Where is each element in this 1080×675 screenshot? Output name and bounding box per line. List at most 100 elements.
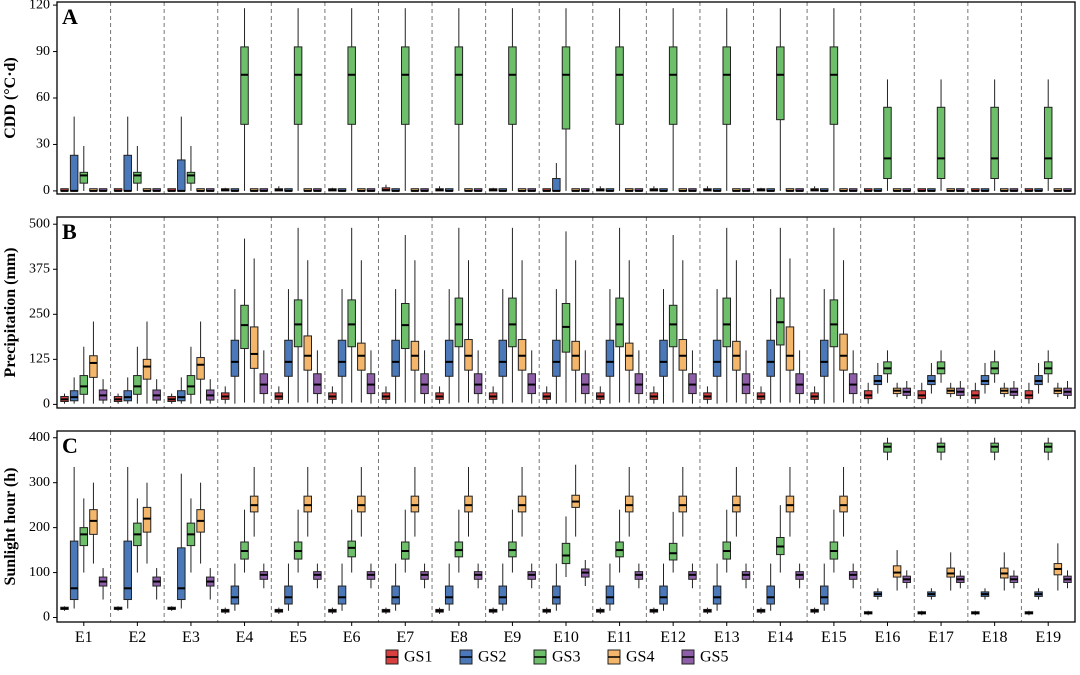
box-A-E1-GS1	[60, 188, 69, 192]
box-A-E7-GS3	[401, 8, 410, 191]
box-body	[69, 390, 79, 402]
box-body	[293, 46, 303, 125]
box-body	[892, 565, 902, 578]
box-body	[293, 299, 303, 348]
box-A-E3-GS3	[186, 146, 196, 191]
box-C-E4-GS1	[220, 607, 230, 614]
box-A-E3-GS5	[205, 188, 215, 192]
box-C-E6-GS4	[357, 466, 366, 537]
box-B-E12-GS4	[678, 260, 688, 403]
box-C-E6-GS3	[347, 509, 356, 573]
box-B-E19-GS2	[1034, 362, 1043, 394]
box-C-E3-GS3	[186, 498, 196, 573]
box-B-E7-GS3	[401, 235, 410, 403]
box-A-E7-GS5	[420, 188, 429, 192]
box-C-E4-GS5	[259, 563, 269, 589]
box-A-E6-GS1	[328, 187, 337, 192]
x-tick-label-E12: E12	[660, 629, 686, 646]
box-body	[678, 495, 688, 513]
box-body	[391, 339, 400, 377]
box-C-E16-GS4	[892, 550, 902, 591]
box-A-E14-GS4	[785, 188, 795, 192]
box-A-E14-GS1	[756, 187, 766, 192]
box-B-E12-GS5	[688, 350, 697, 404]
panel-label: B	[62, 219, 77, 244]
box-B-E9-GS4	[517, 260, 527, 403]
box-A-E10-GS1	[542, 188, 551, 192]
box-A-E13-GS5	[741, 188, 751, 192]
box-B-E17-GS4	[946, 382, 955, 398]
box-C-E15-GS4	[839, 466, 848, 537]
box-B-E3-GS2	[177, 377, 186, 404]
box-A-E7-GS1	[381, 184, 391, 192]
panel-frame	[56, 216, 1076, 409]
box-body	[177, 159, 186, 192]
box-C-E14-GS5	[795, 563, 804, 589]
box-C-E10-GS5	[581, 559, 590, 587]
box-B-E10-GS5	[581, 350, 590, 404]
box-A-E9-GS1	[488, 187, 498, 192]
box-C-E1-GS3	[79, 498, 89, 573]
box-B-E7-GS5	[420, 350, 429, 404]
box-C-E16-GS2	[873, 588, 883, 600]
panel-B: 0 125 250 375 500 Precipitation (mm) B	[2, 216, 1076, 412]
box-body	[561, 542, 571, 565]
box-C-E14-GS4	[785, 466, 795, 537]
x-tick-label-E7: E7	[396, 629, 414, 646]
box-A-E10-GS5	[581, 188, 590, 192]
box-B-E6-GS3	[347, 227, 356, 403]
y-axis-label: Sunlight hour (h)	[2, 468, 19, 586]
box-C-E3-GS1	[167, 606, 176, 611]
legend-item-GS2: GS2	[459, 649, 506, 666]
box-A-E2-GS5	[152, 188, 161, 192]
x-tick-label-E18: E18	[982, 629, 1008, 646]
box-body	[624, 495, 634, 513]
box-body	[240, 46, 249, 125]
box-B-E14-GS4	[785, 258, 795, 403]
box-B-E16-GS4	[892, 382, 902, 398]
box-A-E15-GS4	[839, 188, 848, 192]
y-tick-label: 125	[29, 352, 50, 367]
box-C-E16-GS5	[902, 570, 912, 589]
box-body	[820, 585, 829, 605]
box-body	[508, 46, 517, 125]
box-A-E14-GS5	[795, 188, 804, 192]
box-body	[498, 339, 508, 377]
box-body	[829, 299, 839, 348]
box-B-E18-GS1	[971, 382, 980, 404]
box-A-E11-GS1	[596, 186, 605, 192]
box-A-E6-GS3	[347, 8, 356, 191]
box-body	[196, 357, 205, 380]
box-A-E16-GS1	[863, 188, 873, 192]
box-A-E15-GS2	[820, 188, 829, 192]
box-A-E17-GS3	[936, 79, 946, 191]
box-A-E11-GS5	[634, 188, 644, 192]
box-A-E17-GS2	[927, 188, 936, 192]
box-B-E18-GS3	[990, 350, 999, 383]
box-C-E4-GS2	[230, 563, 240, 611]
box-body	[552, 339, 561, 377]
box-body	[177, 390, 186, 402]
y-tick-label: 30	[36, 137, 50, 152]
box-C-E19-GS1	[1024, 610, 1034, 616]
legend-item-GS4: GS4	[607, 649, 654, 666]
y-axis-label: CDD (°C·d)	[2, 57, 19, 139]
y-tick-label: 90	[36, 44, 50, 59]
x-tick-label-E4: E4	[236, 629, 254, 646]
box-B-E2-GS3	[133, 346, 142, 404]
box-A-E11-GS4	[624, 188, 634, 192]
box-body	[284, 339, 293, 377]
box-C-E9-GS5	[527, 563, 536, 589]
box-body	[133, 171, 142, 184]
box-C-E17-GS5	[956, 570, 965, 589]
box-A-E19-GS3	[1043, 79, 1053, 191]
box-A-E5-GS5	[313, 188, 322, 192]
box-A-E5-GS1	[274, 186, 284, 192]
box-C-E8-GS1	[435, 607, 444, 614]
box-A-E13-GS3	[722, 8, 731, 191]
box-A-E16-GS4	[892, 188, 902, 192]
box-A-E2-GS2	[123, 116, 132, 192]
box-C-E13-GS4	[732, 466, 741, 537]
box-B-E4-GS4	[249, 258, 259, 403]
box-C-E12-GS5	[688, 563, 697, 589]
